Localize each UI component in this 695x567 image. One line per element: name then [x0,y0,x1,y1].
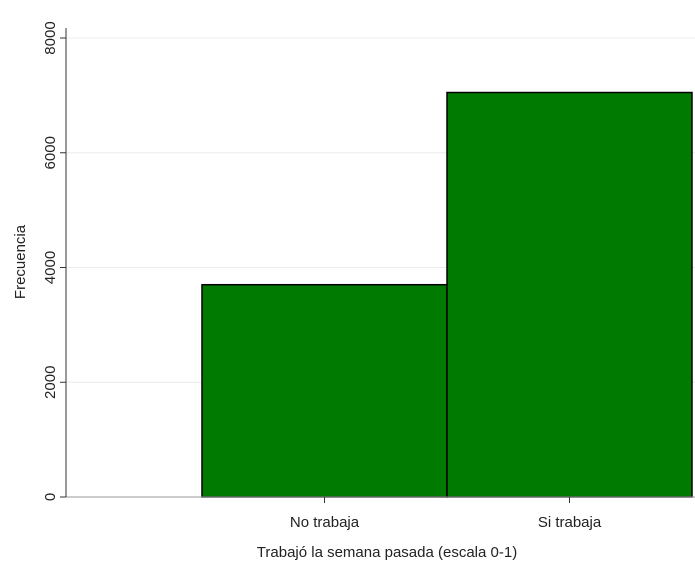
x-tick-label: No trabaja [290,514,360,531]
y-tick-label: 8000 [42,21,59,54]
x-ticks: No trabaja Si trabaja [290,497,602,531]
bar [201,283,448,498]
y-tick-label: 0 [42,493,59,501]
y-axis-title: Frecuencia [12,224,29,299]
bar [446,91,693,498]
y-tick-label: 4000 [42,251,59,284]
x-tick-label: Si trabaja [538,514,602,531]
y-tick-label: 2000 [42,366,59,399]
x-axis-title: Trabajó la semana pasada (escala 0-1) [257,544,517,561]
y-tick-label: 6000 [42,136,59,169]
y-ticks: 0 2000 4000 6000 8000 [42,21,66,501]
